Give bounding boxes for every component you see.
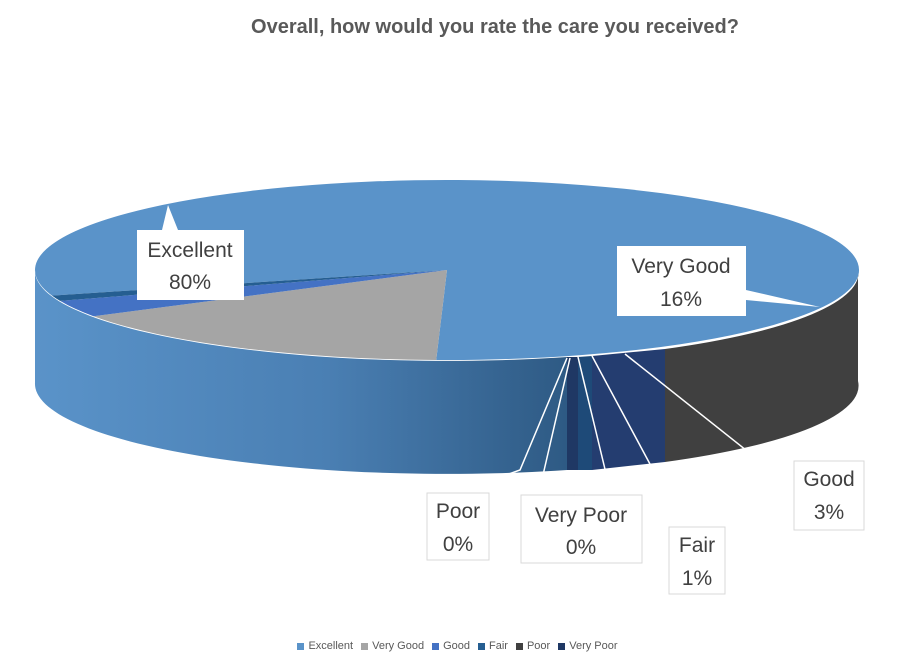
legend-swatch	[432, 642, 440, 650]
legend-swatch	[515, 642, 523, 650]
legend-item-good: Good	[432, 640, 470, 652]
legend-label: Very Good	[372, 640, 425, 652]
label-good-value: 3%	[814, 501, 844, 524]
legend-swatch	[478, 642, 486, 650]
label-very-poor-category: Very Poor	[535, 504, 627, 527]
pie-slice-very-good	[93, 270, 447, 360]
leader-very-poor	[539, 357, 571, 489]
label-very-poor-value: 0%	[566, 536, 596, 559]
legend-label: Poor	[526, 640, 551, 652]
pie-side-very-good	[665, 268, 859, 462]
legend-label: Fair	[489, 640, 508, 652]
label-box-poor	[426, 492, 490, 561]
legend-item-fair: Fair	[478, 640, 508, 652]
leader-very-poor-2	[577, 356, 611, 491]
pie-slice-good	[60, 270, 447, 317]
chart-title: Overall, how would you rate the care you…	[251, 16, 739, 38]
label-excellent-value: 80%	[169, 271, 211, 294]
label-fair-value: 1%	[682, 567, 712, 590]
label-good-category: Good	[803, 468, 854, 491]
label-box-fair	[668, 526, 726, 595]
legend-item-very-poor: Very Poor	[558, 640, 618, 652]
legend-item-poor: Poor	[515, 640, 551, 652]
label-very-good-value: 16%	[660, 288, 702, 311]
legend: Excellent Very Good Good Fair Poor Very Poor	[0, 640, 905, 652]
legend-label: Good	[443, 640, 471, 652]
legend-item-very-good: Very Good	[361, 640, 424, 652]
label-poor-category: Poor	[436, 500, 480, 523]
legend-label: Very Poor	[569, 640, 618, 652]
legend-item-excellent: Excellent	[297, 640, 353, 652]
leader-fair	[591, 355, 681, 521]
label-box-very-poor	[520, 494, 643, 564]
pie-side-very-poor	[567, 357, 578, 470]
label-box-very-good	[617, 246, 820, 316]
legend-swatch	[361, 642, 369, 650]
legend-swatch	[558, 642, 566, 650]
label-fair-category: Fair	[679, 534, 715, 557]
pie-side-excellent	[34, 270, 567, 474]
label-very-good-category: Very Good	[631, 255, 730, 278]
pie-side-fair	[578, 356, 592, 470]
leader-good	[624, 353, 791, 486]
label-excellent-category: Excellent	[147, 239, 232, 262]
label-box-excellent	[137, 205, 244, 300]
pie-side-good	[592, 349, 665, 470]
label-box-good	[793, 460, 865, 531]
legend-label: Excellent	[308, 640, 354, 652]
label-poor-value: 0%	[443, 533, 473, 556]
legend-swatch	[297, 642, 305, 650]
leader-poor	[454, 357, 568, 494]
